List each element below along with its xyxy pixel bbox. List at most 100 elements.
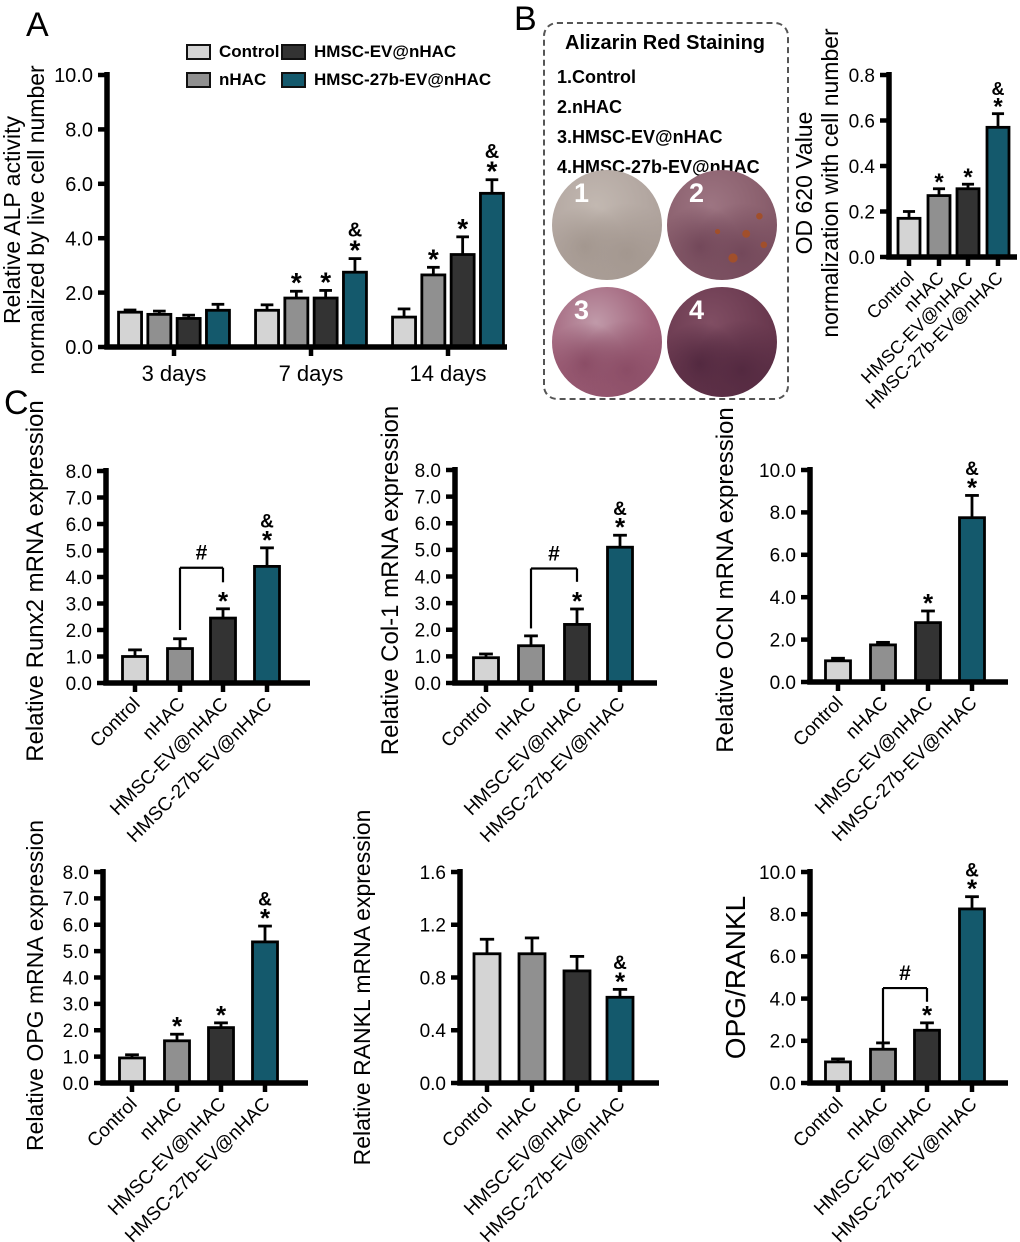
bar-HMSC-27b-EV@nHAC bbox=[606, 545, 634, 685]
bar-nHAC bbox=[163, 1039, 191, 1085]
y-tick-label: 3.0 bbox=[415, 594, 441, 615]
sig-ampersand: & bbox=[965, 860, 979, 881]
bar-HMSC-27b-EV@nHAC bbox=[205, 308, 231, 349]
sig-asterisk: * bbox=[349, 235, 360, 266]
y-tick-label: 0.8 bbox=[420, 968, 446, 989]
y-tick-label: 1.0 bbox=[415, 647, 441, 668]
legend-label-control: Control bbox=[219, 42, 280, 61]
y-tick-label: 0.0 bbox=[770, 673, 796, 694]
sig-ampersand: & bbox=[965, 459, 979, 480]
bar-HMSC-EV@nHAC bbox=[209, 616, 237, 685]
y-tick-label: 2.0 bbox=[770, 1032, 796, 1053]
y-tick-label: 6.0 bbox=[415, 514, 441, 535]
bar-HMSC-27b-EV@nHAC bbox=[985, 125, 1011, 259]
y-tick-label: 7.0 bbox=[63, 889, 89, 910]
y-tick-label: 0.8 bbox=[849, 66, 875, 87]
bar-nHAC bbox=[146, 312, 173, 349]
y-tick-label: 1.0 bbox=[66, 647, 92, 668]
stain-image-control: 1 bbox=[552, 170, 662, 280]
bar-nHAC bbox=[869, 1047, 897, 1085]
y-tick-label: 6.0 bbox=[66, 515, 92, 536]
bar-HMSC-EV@nHAC bbox=[175, 317, 202, 349]
bar-nHAC bbox=[517, 952, 547, 1085]
sig-asterisk: * bbox=[260, 903, 271, 933]
chart-opg: 0.01.02.03.04.05.06.07.08.0ControlnHACHM… bbox=[22, 820, 308, 1242]
alp-chart-legend: Control HMSC-EV@nHAC nHAC HMSC-27b-EV@nH… bbox=[186, 42, 491, 98]
x-tick-label: Control bbox=[437, 694, 495, 752]
y-tick-label: 1.0 bbox=[63, 1047, 89, 1068]
stain-circle-number: 4 bbox=[689, 295, 705, 325]
y-tick-label: 6.0 bbox=[770, 546, 796, 567]
bar-HMSC-EV@nHAC bbox=[562, 969, 592, 1085]
y-tick-label: 8.0 bbox=[770, 905, 796, 926]
y-axis-label: Relative RANKL mRNA expression bbox=[349, 810, 375, 1166]
y-tick-label: 1.2 bbox=[420, 916, 446, 937]
y-axis-label: Relative ALP activity bbox=[0, 116, 25, 324]
sig-ampersand: & bbox=[348, 220, 362, 242]
y-tick-label: 0.4 bbox=[420, 1021, 447, 1042]
sig-asterisk: * bbox=[428, 243, 439, 274]
x-tick-label: 7 days bbox=[279, 361, 344, 386]
sig-asterisk: * bbox=[615, 512, 626, 542]
bar-Control bbox=[896, 216, 922, 259]
bar-Control bbox=[118, 1056, 146, 1085]
legend-swatch-nhac bbox=[186, 72, 211, 88]
bar-nHAC bbox=[869, 643, 897, 684]
y-tick-label: 4.0 bbox=[63, 968, 89, 989]
bar-HMSC-27b-EV@nHAC bbox=[958, 907, 986, 1085]
stain-image-nhac: 2 bbox=[667, 170, 777, 280]
chart-alp-activity: 0.0 2.0 4.0 6.0 8.0 10.0 3 days 7 days 14 days * *… bbox=[0, 65, 507, 386]
y-tick-label: 0.6 bbox=[849, 111, 875, 132]
y-tick-label: 5.0 bbox=[66, 541, 92, 562]
sig-asterisk: * bbox=[615, 966, 626, 996]
y-tick-label: 0.0 bbox=[420, 1074, 446, 1095]
sig-asterisk: * bbox=[572, 586, 583, 616]
sig-asterisk: * bbox=[967, 472, 978, 502]
y-tick-label: 0.2 bbox=[849, 202, 875, 223]
y-axis-label: OPG/RANKL bbox=[720, 896, 751, 1059]
chart-od620: 0.00.20.40.60.8ControlnHACHMSC-EV@nHACHM… bbox=[791, 28, 1017, 413]
y-tick-label: 8.0 bbox=[66, 462, 92, 483]
sig-asterisk: * bbox=[172, 1011, 183, 1041]
y-tick-label: 6.0 bbox=[63, 916, 89, 937]
chart-ocn: 0.02.04.06.08.010.0ControlnHACHMSC-EV@nH… bbox=[712, 407, 1008, 846]
y-tick-label: 4.0 bbox=[65, 228, 93, 250]
alizarin-legend-list: 1.Control 2.nHAC 3.HMSC-EV@nHAC 4.HMSC-2… bbox=[557, 62, 760, 182]
bar-Control bbox=[117, 310, 143, 349]
bar-Control bbox=[254, 308, 280, 349]
legend-label-hmsc-27b-ev: HMSC-27b-EV@nHAC bbox=[314, 70, 492, 89]
sig-asterisk: * bbox=[934, 169, 944, 196]
y-tick-label: 0.0 bbox=[65, 337, 93, 359]
y-tick-label: 2.0 bbox=[65, 283, 93, 305]
bar-Control bbox=[472, 952, 502, 1085]
sig-hash: # bbox=[548, 543, 560, 566]
stain-image-hmsc-27b-ev: 4 bbox=[667, 287, 777, 397]
y-tick-label: 8.0 bbox=[770, 503, 796, 524]
sig-asterisk: * bbox=[216, 1000, 227, 1030]
x-tick-label: Control bbox=[789, 1094, 847, 1152]
alizarin-list-item: 3.HMSC-EV@nHAC bbox=[557, 127, 723, 147]
y-axis-label: normalized by live cell number bbox=[23, 65, 49, 375]
y-tick-label: 3.0 bbox=[63, 995, 89, 1016]
bar-HMSC-EV@nHAC bbox=[563, 623, 591, 685]
x-tick-label: 3 days bbox=[142, 361, 207, 386]
y-tick-label: 0.0 bbox=[770, 1074, 796, 1095]
bar-nHAC bbox=[166, 647, 194, 685]
chart-rankl: 0.00.40.81.21.6ControlnHACHMSC-EV@nHACHM… bbox=[349, 810, 659, 1242]
y-tick-label: 0.0 bbox=[63, 1074, 89, 1095]
y-tick-label: 10.0 bbox=[759, 461, 796, 482]
chart-col1: 0.01.02.03.04.05.06.07.08.0ControlnHACHM… bbox=[377, 406, 657, 847]
legend-swatch-hmsc-27b-ev bbox=[281, 72, 306, 88]
y-tick-label: 4.0 bbox=[770, 989, 796, 1010]
y-tick-label: 0.0 bbox=[849, 248, 875, 269]
bar-HMSC-27b-EV@nHAC bbox=[479, 191, 505, 349]
y-tick-label: 2.0 bbox=[63, 1021, 89, 1042]
y-tick-label: 2.0 bbox=[66, 621, 92, 642]
bar-HMSC-EV@nHAC bbox=[449, 253, 476, 349]
y-axis-label: Relative OCN mRNA expression bbox=[712, 407, 739, 752]
bar-nHAC bbox=[517, 644, 545, 685]
sig-asterisk: * bbox=[963, 164, 973, 191]
bar-HMSC-27b-EV@nHAC bbox=[253, 564, 281, 685]
chart-runx2: 0.01.02.03.04.05.06.07.08.0ControlnHACHM… bbox=[22, 400, 310, 847]
panel-b-label: B bbox=[514, 0, 537, 38]
